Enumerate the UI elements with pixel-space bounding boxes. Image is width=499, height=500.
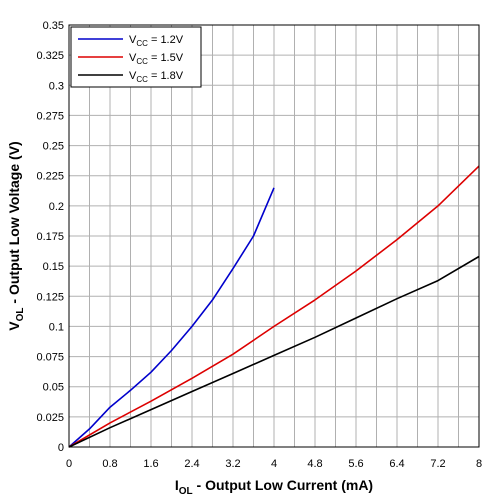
series-line-3 xyxy=(68,255,480,448)
x-tick-label: 1.6 xyxy=(143,458,158,470)
y-tick-label: 0.025 xyxy=(36,412,64,424)
legend-entry: VCC = 1.8V xyxy=(129,70,184,84)
y-tick-label: 0.075 xyxy=(36,352,64,364)
y-tick-label: 0.225 xyxy=(36,171,64,183)
y-tick-label: 0.125 xyxy=(36,291,64,303)
x-tick-label: 4.8 xyxy=(307,458,322,470)
y-tick-label: 0 xyxy=(58,442,64,454)
y-tick-label: 0.05 xyxy=(43,382,64,394)
y-tick-label: 0.275 xyxy=(36,110,64,122)
y-tick-label: 0.2 xyxy=(49,201,64,213)
plot-lines xyxy=(68,165,480,448)
x-tick-label: 3.2 xyxy=(225,458,240,470)
y-tick-labels: 0 0.025 0.05 0.075 0.1 0.125 0.15 0.175 0.2 0.225… xyxy=(36,20,64,454)
y-tick-label: 0.1 xyxy=(49,321,64,333)
x-axis-title: IOL - Output Low Current (mA) xyxy=(175,477,373,497)
legend: VCC = 1.2V VCC = 1.5V VCC = 1.8V xyxy=(70,26,202,88)
grid xyxy=(69,25,479,447)
x-tick-label: 2.4 xyxy=(184,458,199,470)
y-tick-label: 0.35 xyxy=(43,20,64,32)
x-axis-title-main: I xyxy=(175,477,179,493)
legend-entry: VCC = 1.2V xyxy=(129,34,184,48)
y-tick-label: 0.175 xyxy=(36,231,64,243)
legend-entry: VCC = 1.5V xyxy=(129,52,184,66)
y-axis-title-sub: OL xyxy=(15,307,26,321)
y-tick-label: 0.325 xyxy=(36,50,64,62)
series-line-1 xyxy=(68,187,275,448)
y-axis-title-main: V xyxy=(6,321,22,331)
x-tick-label: 6.4 xyxy=(389,458,404,470)
y-tick-label: 0.15 xyxy=(43,261,64,273)
x-tick-label: 7.2 xyxy=(430,458,445,470)
x-tick-labels: 0 0.8 1.6 2.4 3.2 4 4.8 5.6 6.4 7.2 8 xyxy=(66,458,482,470)
x-tick-label: 0 xyxy=(66,458,72,470)
x-tick-label: 4 xyxy=(271,458,277,470)
x-tick-label: 5.6 xyxy=(348,458,363,470)
y-tick-label: 0.25 xyxy=(43,141,64,153)
plot-border xyxy=(68,24,480,448)
series-line-2 xyxy=(68,165,480,448)
y-axis-title-rest: - Output Low Voltage (V) xyxy=(6,141,22,307)
x-tick-label: 8 xyxy=(476,458,482,470)
x-axis-title-rest: - Output Low Current (mA) xyxy=(193,477,373,493)
x-tick-label: 0.8 xyxy=(102,458,117,470)
x-axis-title-sub: OL xyxy=(179,486,193,497)
y-tick-label: 0.3 xyxy=(49,80,64,92)
y-axis-title: VOL - Output Low Voltage (V) xyxy=(6,141,26,330)
